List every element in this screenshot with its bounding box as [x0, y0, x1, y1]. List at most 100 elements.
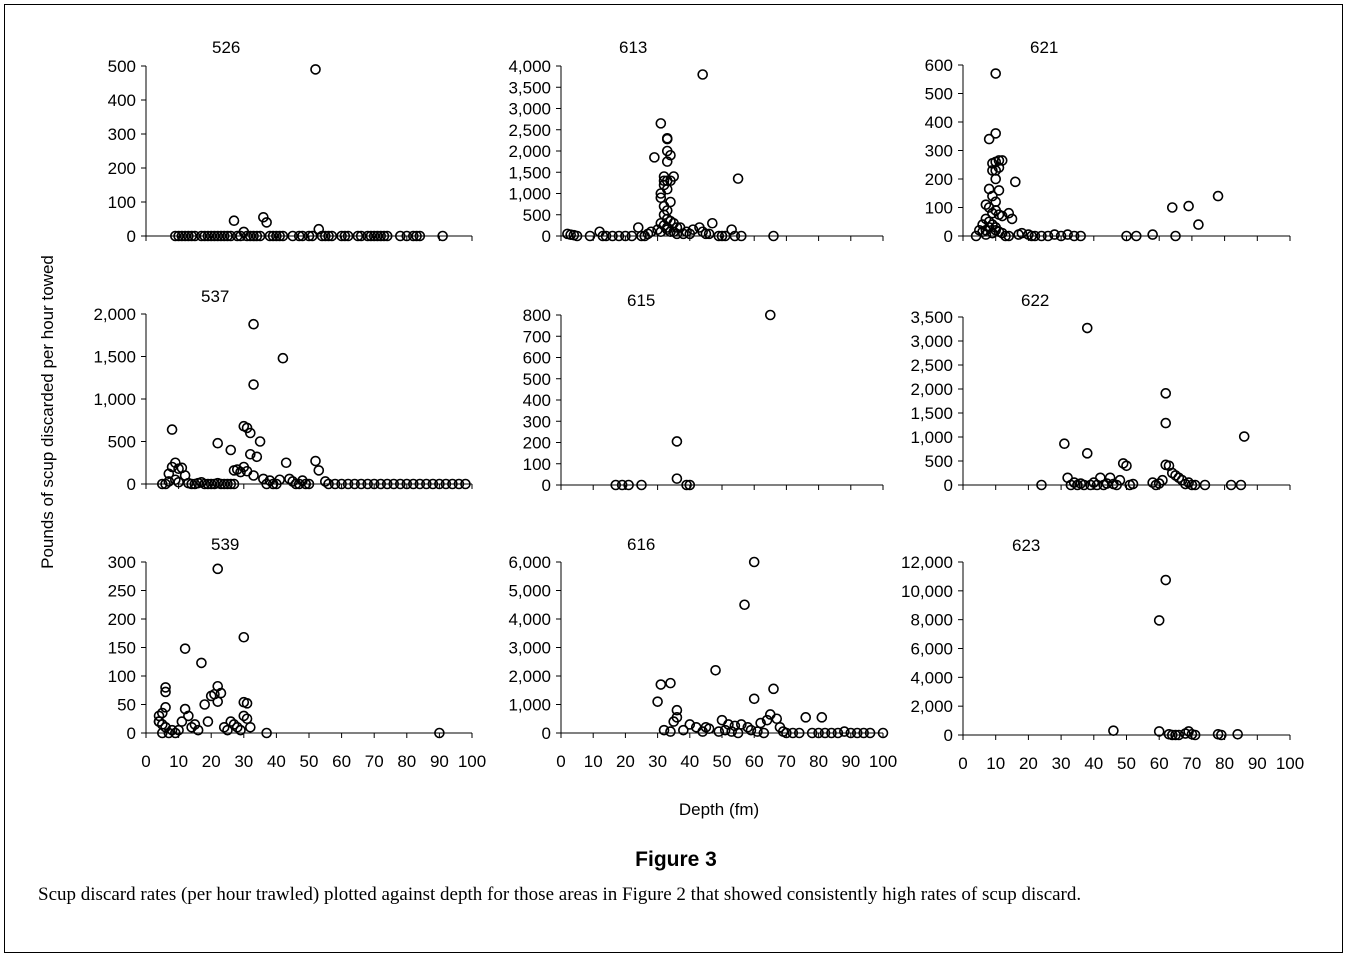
data-point	[703, 228, 715, 240]
y-tick-label: 200	[108, 159, 136, 178]
panel-title: 616	[627, 535, 655, 554]
data-point	[845, 727, 857, 739]
y-tick-label: 200	[925, 170, 953, 189]
data-point	[1121, 230, 1132, 242]
y-tick-label: 1,500	[910, 404, 953, 423]
data-point	[319, 476, 331, 487]
data-point	[661, 183, 673, 195]
data-point	[652, 224, 663, 235]
data-point	[166, 424, 178, 435]
y-tick-label: 4,000	[910, 668, 953, 687]
data-point	[813, 727, 824, 739]
panel-title: 621	[1030, 38, 1058, 57]
data-point	[160, 478, 171, 490]
data-point	[323, 230, 334, 242]
data-point	[261, 727, 272, 739]
data-point	[394, 230, 406, 242]
y-tick-label: 250	[108, 582, 136, 601]
data-point	[339, 230, 351, 242]
data-point	[375, 478, 387, 490]
y-tick-label: 200	[523, 434, 551, 453]
data-point	[228, 478, 240, 490]
x-tick-label: 20	[616, 752, 635, 771]
data-point	[202, 716, 214, 727]
x-tick-label: 0	[958, 754, 967, 773]
data-point	[401, 478, 413, 490]
y-tick-label: 1,500	[93, 348, 136, 367]
x-tick-label: 10	[584, 752, 603, 771]
data-point	[996, 210, 1008, 222]
y-tick-label: 500	[108, 57, 136, 76]
panel-613: 0 500 1,000 1,500 2,000 2,500 3,000 3,500 4,000 6…	[508, 38, 884, 246]
data-point	[1108, 725, 1119, 736]
data-point	[1072, 479, 1083, 491]
x-tick-label: 90	[430, 752, 449, 771]
data-point	[160, 682, 171, 693]
data-point	[176, 716, 188, 727]
data-point	[284, 473, 295, 485]
data-point	[616, 479, 628, 491]
data-point	[355, 478, 367, 490]
data-point	[1193, 219, 1204, 230]
x-tick-label: 70	[1182, 754, 1201, 773]
data-point	[414, 230, 426, 242]
data-point	[251, 230, 263, 242]
data-point	[189, 719, 201, 730]
y-tick-label: 700	[523, 327, 551, 346]
data-point	[447, 478, 458, 490]
data-point	[716, 230, 728, 242]
y-tick-label: 3,500	[508, 78, 551, 97]
data-point	[183, 230, 194, 242]
y-tick-label: 500	[925, 452, 953, 471]
data-point	[1186, 479, 1198, 491]
data-point	[1124, 479, 1136, 491]
data-point	[1199, 479, 1211, 491]
data-point	[231, 721, 243, 733]
data-point	[271, 478, 282, 490]
data-point	[1111, 479, 1122, 491]
data-point	[726, 726, 737, 737]
x-tick-label: 50	[300, 752, 319, 771]
data-point	[375, 230, 387, 242]
data-point	[1026, 230, 1037, 242]
data-point	[238, 710, 250, 722]
y-tick-label: 0	[944, 476, 953, 495]
data-point	[460, 478, 471, 490]
data-point	[742, 721, 754, 733]
data-point	[160, 721, 171, 733]
data-point	[652, 696, 663, 707]
data-point	[196, 657, 207, 669]
data-point	[703, 723, 715, 735]
data-point	[228, 465, 240, 476]
figure-title: Figure 3	[635, 848, 717, 871]
y-tick-label: 10,000	[901, 582, 953, 601]
data-point	[248, 470, 259, 481]
data-point	[726, 224, 737, 235]
data-point	[758, 727, 770, 739]
data-point	[238, 631, 250, 643]
y-tick-label: 0	[944, 227, 953, 246]
x-tick-label: 70	[365, 752, 384, 771]
x-tick-label: 0	[141, 752, 150, 771]
data-point	[1160, 574, 1172, 586]
data-point	[1153, 726, 1165, 737]
data-point	[752, 726, 763, 737]
data-point	[228, 215, 240, 226]
data-point	[421, 478, 432, 490]
data-point	[186, 721, 197, 733]
y-tick-label: 1,000	[508, 696, 551, 715]
data-point	[1183, 200, 1194, 212]
data-point	[329, 478, 341, 490]
data-point	[665, 149, 676, 161]
data-point	[684, 228, 696, 240]
data-point	[649, 152, 660, 163]
data-point	[993, 185, 1005, 196]
data-point	[977, 219, 988, 230]
data-point	[411, 230, 422, 242]
data-point	[1059, 438, 1070, 450]
data-point	[362, 478, 373, 490]
figure-caption: Scup discard rates (per hour trawled) pl…	[38, 884, 1082, 905]
data-point	[658, 724, 670, 736]
data-point	[1010, 176, 1021, 188]
